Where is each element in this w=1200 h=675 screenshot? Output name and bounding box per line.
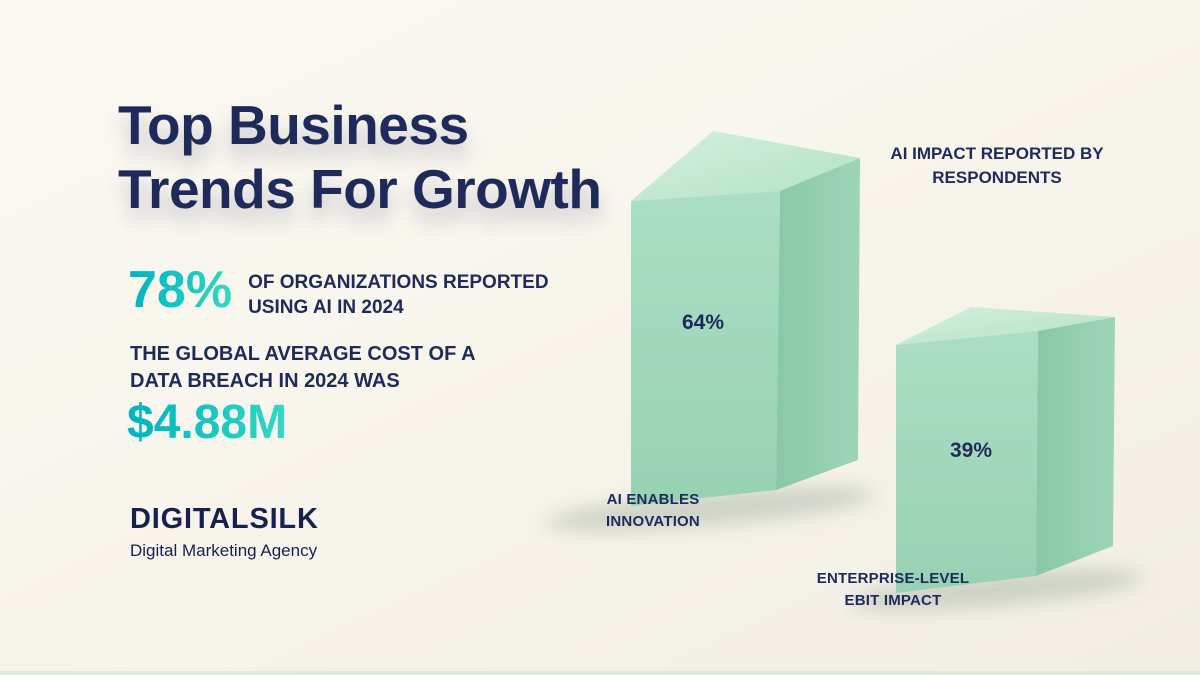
stat-ai-adoption-value: 78% — [128, 261, 233, 319]
bar-39-front-face — [896, 331, 1038, 593]
bar-64-front-face — [631, 191, 780, 506]
brand-logo: DIGITALSILK Digital Marketing Agency — [130, 503, 319, 561]
title-line-1: Top Business — [118, 94, 469, 156]
stat-ai-adoption-description: OF ORGANIZATIONS REPORTED USING AI IN 20… — [248, 272, 549, 318]
floor-edge — [0, 671, 1200, 675]
brand-name-primary: DIGITAL — [130, 503, 250, 535]
brand-name: DIGITALSILK — [130, 503, 319, 536]
bar-39-side-face — [1036, 317, 1115, 576]
brand-tagline: Digital Marketing Agency — [130, 541, 318, 560]
bar-64: 64% — [628, 128, 868, 513]
stat-data-breach-lead: THE GLOBAL AVERAGE COST OF A DATA BREACH… — [130, 343, 475, 392]
page-title: Top Business Trends For Growth — [118, 94, 602, 222]
bar-39-category-label: ENTERPRISE-LEVEL EBIT IMPACT — [816, 570, 970, 609]
bar-64-box — [631, 131, 860, 506]
bar-64-top-face — [631, 131, 860, 201]
bar-64-category-label: AI ENABLES INNOVATION — [606, 491, 700, 530]
brand-name-secondary: SILK — [249, 503, 319, 535]
stat-data-breach-value: $4.88M — [127, 396, 288, 449]
stat-ai-adoption: 78% OF ORGANIZATIONS REPORTED USING AI I… — [128, 261, 578, 320]
bar-39-top-face — [896, 307, 1115, 345]
bar-64-value-label: 64% — [681, 311, 725, 334]
bar-39-value-label: 39% — [949, 439, 993, 462]
chart-title: AI IMPACT REPORTED BY RESPONDENTS — [890, 144, 1104, 187]
bar-64-side-face — [776, 158, 860, 490]
bar-39: 39% — [893, 303, 1133, 603]
bar-39-box — [896, 307, 1115, 593]
title-line-2: Trends For Growth — [118, 157, 602, 220]
